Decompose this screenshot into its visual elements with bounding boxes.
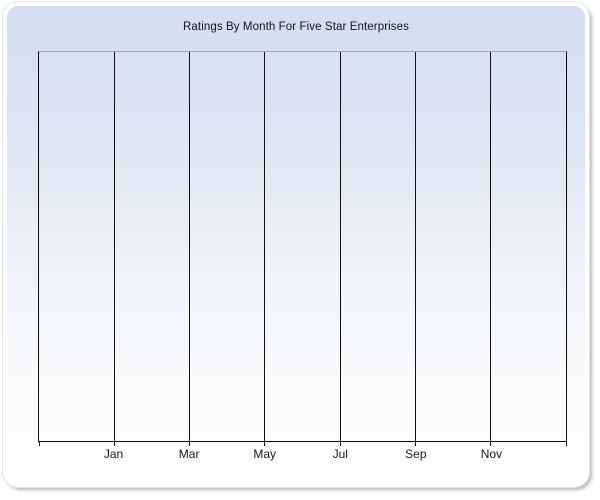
x-axis-tick [339,441,341,446]
chart-window: Ratings By Month For Five Star Enterpris… [3,2,589,487]
plot-area [38,51,567,446]
x-gridline [113,52,115,441]
x-gridline [339,52,341,441]
x-tick-label: May [253,447,277,461]
chart-panel [7,6,585,483]
x-tick-label: Sep [405,447,427,461]
x-tick-label: Nov [480,447,503,461]
x-axis-tick [113,441,115,446]
chart-title: Ratings By Month For Five Star Enterpris… [183,21,409,33]
x-gridline [264,52,266,441]
x-axis-tick [38,441,40,446]
x-gridline [490,52,492,441]
x-axis-tick [490,441,492,446]
x-axis-tick [264,441,266,446]
x-axis-tick [189,441,191,446]
x-axis-tick [414,441,416,446]
x-gridline [414,52,416,441]
x-tick-label: Jul [332,447,348,461]
x-axis-tick [565,441,567,446]
x-gridline [189,52,191,441]
x-tick-label: Jan [103,447,124,461]
x-tick-label: Mar [178,447,200,461]
